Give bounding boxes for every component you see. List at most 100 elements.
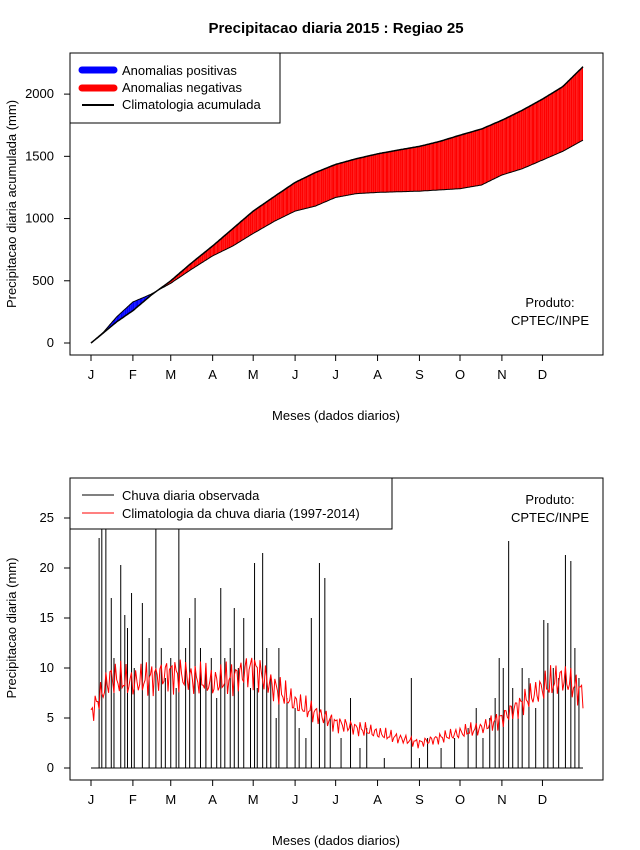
- negative-anomaly-segment: [259, 205, 262, 230]
- negative-anomaly-segment: [510, 115, 512, 173]
- legend-box: [69, 477, 393, 530]
- negative-anomaly-segment: [308, 175, 310, 208]
- negative-anomaly-segment: [439, 140, 442, 190]
- negative-anomaly-segment: [423, 145, 425, 191]
- negative-anomaly-segment: [524, 108, 527, 168]
- negative-anomaly-segment: [282, 189, 285, 218]
- negative-anomaly-segment: [468, 132, 470, 188]
- negative-anomaly-segment: [203, 252, 205, 262]
- positive-anomaly-segment: [134, 300, 136, 310]
- negative-anomaly-segment: [218, 240, 220, 254]
- negative-anomaly-segment: [200, 254, 202, 264]
- y-tick-label: 20: [40, 560, 54, 575]
- negative-anomaly-segment: [243, 218, 246, 240]
- legend-label: Anomalias positivas: [122, 63, 237, 78]
- negative-anomaly-segment: [268, 199, 270, 225]
- negative-anomaly-segment: [209, 247, 212, 258]
- negative-anomaly-segment: [364, 156, 366, 194]
- negative-anomaly-segment: [269, 198, 271, 225]
- negative-anomaly-segment: [482, 127, 485, 185]
- negative-anomaly-segment: [303, 177, 305, 210]
- observed-accumulated-line: [90, 139, 584, 344]
- negative-anomaly-segment: [438, 141, 440, 191]
- negative-anomaly-segment: [505, 117, 508, 174]
- negative-anomaly-segment: [315, 171, 317, 207]
- negative-anomaly-segment: [565, 82, 567, 150]
- chart-title: Precipitacao diaria 2015 : Regiao 25: [208, 20, 463, 37]
- negative-anomaly-segment: [247, 214, 250, 237]
- negative-anomaly-segment: [342, 162, 344, 197]
- negative-anomaly-segment: [361, 157, 363, 194]
- negative-anomaly-segment: [349, 160, 351, 195]
- negative-anomaly-segment: [414, 147, 416, 192]
- negative-anomaly-segment: [469, 132, 471, 188]
- negative-anomaly-segment: [278, 192, 281, 220]
- negative-anomaly-segment: [485, 126, 488, 183]
- x-tick-label: D: [538, 792, 547, 807]
- negative-anomaly-segment: [319, 170, 321, 205]
- negative-anomaly-segment: [532, 103, 535, 165]
- x-tick-label: N: [497, 792, 506, 807]
- negative-anomaly-segment: [384, 152, 386, 193]
- negative-anomaly-segment: [512, 114, 515, 172]
- negative-anomaly-segment: [246, 215, 248, 238]
- negative-anomaly-segment: [415, 146, 417, 192]
- negative-anomaly-segment: [564, 83, 566, 151]
- negative-anomaly-segment: [560, 87, 562, 153]
- y-tick-label: 1000: [25, 211, 54, 226]
- negative-anomaly-segment: [273, 196, 275, 222]
- negative-anomaly-segment: [207, 249, 209, 260]
- negative-anomaly-segment: [284, 188, 286, 217]
- negative-anomaly-segment: [373, 154, 375, 193]
- x-tick-label: J: [332, 367, 339, 382]
- daily-chart: 0 5 10 15 20 25 J F M A M J J A S O N D Precipitacao dia…: [4, 477, 604, 848]
- x-tick-label: N: [497, 367, 506, 382]
- negative-anomaly-segment: [430, 143, 432, 191]
- negative-anomaly-segment: [550, 93, 552, 157]
- x-tick-label: S: [415, 792, 424, 807]
- negative-anomaly-segment: [435, 142, 438, 191]
- negative-anomaly-segment: [214, 243, 216, 256]
- negative-anomaly-segment: [432, 142, 435, 191]
- negative-anomaly-segment: [478, 129, 481, 186]
- negative-anomaly-segment: [205, 250, 208, 261]
- x-tick-label: J: [292, 367, 299, 382]
- negative-anomaly-segment: [304, 177, 306, 209]
- negative-anomaly-segment: [270, 198, 273, 224]
- negative-anomaly-segment: [518, 111, 520, 171]
- accumulated-chart: Precipitacao diaria 2015 : Regiao 25 0 50…: [4, 20, 604, 423]
- negative-anomaly-segment: [376, 153, 378, 193]
- negative-anomaly-segment: [393, 150, 396, 192]
- negative-anomaly-segment: [341, 162, 343, 197]
- x-tick-label: M: [248, 367, 259, 382]
- negative-anomaly-segment: [250, 212, 252, 236]
- negative-anomaly-segment: [447, 138, 450, 190]
- x-axis-label: Meses (dados diarios): [272, 833, 400, 848]
- negative-anomaly-segment: [396, 150, 398, 192]
- negative-anomaly-segment: [369, 155, 371, 193]
- negative-anomaly-segment: [453, 136, 455, 190]
- negative-anomaly-segment: [212, 244, 214, 256]
- negative-anomaly-segment: [427, 144, 429, 191]
- negative-anomaly-segment: [326, 167, 328, 202]
- negative-anomaly-segment: [204, 251, 206, 262]
- negative-anomaly-segment: [503, 118, 505, 175]
- negative-anomaly-segment: [377, 153, 379, 193]
- negative-anomaly-segment: [549, 94, 551, 158]
- x-tick-label: J: [88, 367, 95, 382]
- negative-anomaly-segment: [404, 148, 406, 192]
- negative-anomaly-segment: [230, 229, 232, 248]
- climatology-accumulated-line: [90, 66, 584, 344]
- x-tick-label: M: [165, 367, 176, 382]
- negative-anomaly-segment: [477, 129, 479, 186]
- negative-anomaly-segment: [516, 112, 519, 171]
- negative-anomaly-segment: [346, 161, 348, 196]
- x-tick-label: D: [538, 367, 547, 382]
- negative-anomaly-segment: [405, 148, 408, 192]
- negative-anomaly-segment: [569, 78, 571, 148]
- negative-anomaly-segment: [299, 179, 301, 211]
- negative-anomaly-segment: [381, 152, 383, 193]
- positive-anomaly-segment: [118, 314, 120, 321]
- y-tick-label: 0: [47, 760, 54, 775]
- y-tick-label: 1500: [25, 148, 54, 163]
